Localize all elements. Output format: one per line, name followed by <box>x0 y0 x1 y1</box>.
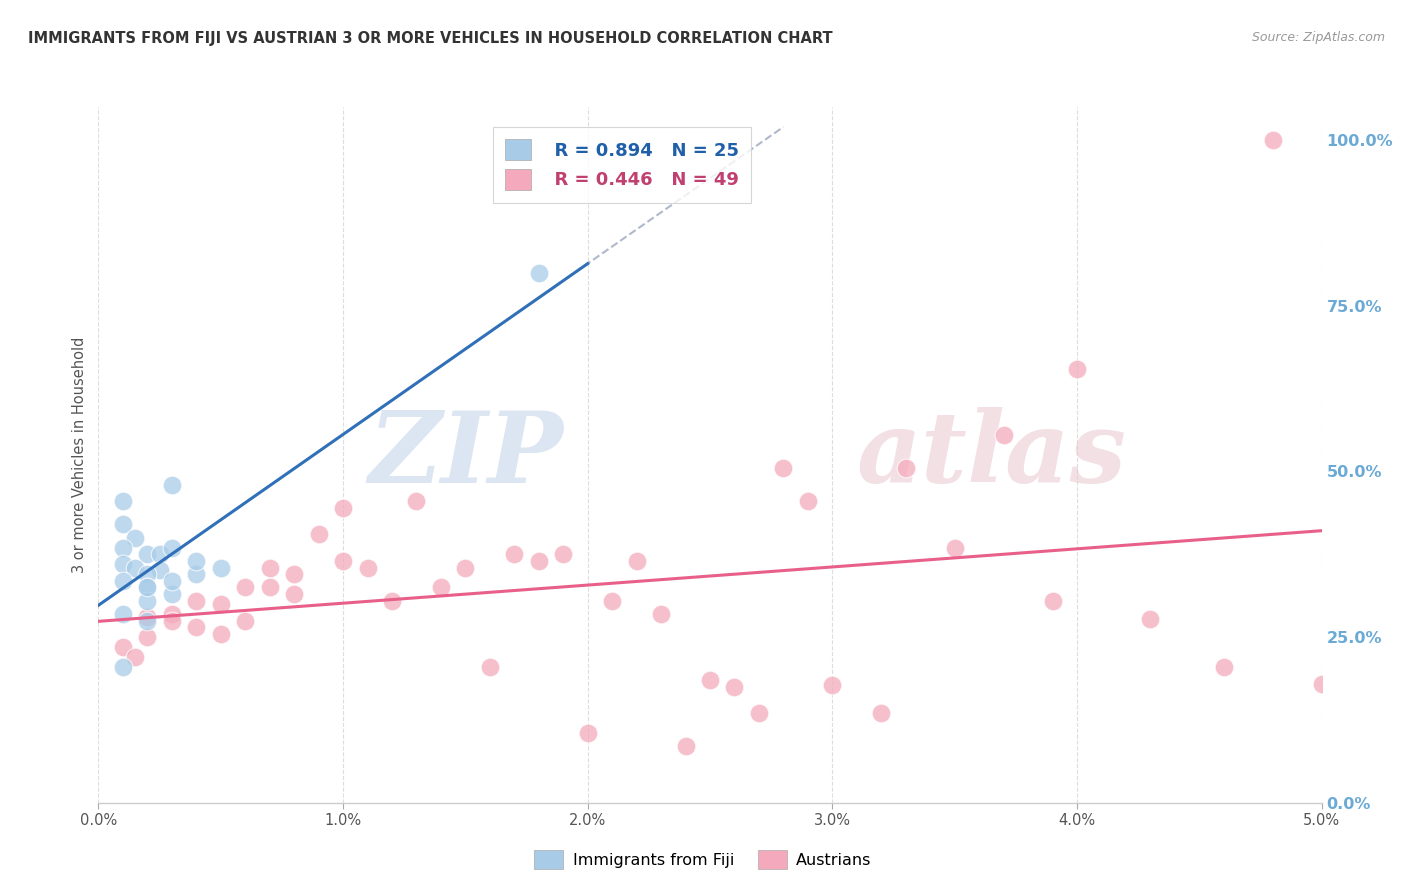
Point <box>209 597 232 611</box>
Point <box>576 726 599 740</box>
Point <box>381 593 404 607</box>
Point <box>186 554 208 568</box>
Point <box>308 527 330 541</box>
Point <box>160 607 183 621</box>
Point <box>111 541 134 555</box>
Point <box>136 547 159 561</box>
Point <box>111 607 134 621</box>
Point <box>136 567 159 582</box>
Text: atlas: atlas <box>856 407 1126 503</box>
Point <box>527 266 550 280</box>
Point <box>1066 361 1088 376</box>
Point <box>160 574 183 588</box>
Point <box>149 563 172 577</box>
Point <box>454 560 477 574</box>
Point <box>1042 593 1064 607</box>
Legend: Immigrants from Fiji, Austrians: Immigrants from Fiji, Austrians <box>527 844 879 875</box>
Point <box>160 477 183 491</box>
Point <box>797 494 820 508</box>
Point <box>259 581 281 595</box>
Point <box>675 739 697 754</box>
Point <box>478 660 501 674</box>
Point <box>1212 660 1234 674</box>
Point <box>650 607 672 621</box>
Point <box>160 614 183 628</box>
Point <box>332 500 354 515</box>
Point <box>124 650 146 665</box>
Point <box>772 461 794 475</box>
Point <box>993 428 1015 442</box>
Point <box>894 461 917 475</box>
Point <box>186 620 208 634</box>
Point <box>136 614 159 628</box>
Point <box>503 547 526 561</box>
Point <box>111 574 134 588</box>
Point <box>870 706 893 721</box>
Point <box>430 581 453 595</box>
Text: ZIP: ZIP <box>368 407 564 503</box>
Point <box>209 627 232 641</box>
Point <box>1310 676 1333 690</box>
Text: IMMIGRANTS FROM FIJI VS AUSTRIAN 3 OR MORE VEHICLES IN HOUSEHOLD CORRELATION CHA: IMMIGRANTS FROM FIJI VS AUSTRIAN 3 OR MO… <box>28 31 832 46</box>
Point <box>943 541 966 555</box>
Point <box>600 593 623 607</box>
Point <box>136 581 159 595</box>
Point <box>160 541 183 555</box>
Point <box>136 581 159 595</box>
Point <box>405 494 427 508</box>
Point <box>136 593 159 607</box>
Point <box>124 560 146 574</box>
Point <box>209 560 232 574</box>
Point <box>553 547 575 561</box>
Point <box>186 593 208 607</box>
Point <box>723 680 745 694</box>
Point <box>186 567 208 582</box>
Point <box>111 494 134 508</box>
Point <box>111 640 134 654</box>
Point <box>136 610 159 624</box>
Point <box>124 531 146 545</box>
Point <box>626 554 648 568</box>
Point <box>233 581 256 595</box>
Point <box>160 587 183 601</box>
Point <box>111 517 134 532</box>
Legend:   R = 0.894   N = 25,   R = 0.446   N = 49: R = 0.894 N = 25, R = 0.446 N = 49 <box>492 127 751 202</box>
Point <box>356 560 378 574</box>
Y-axis label: 3 or more Vehicles in Household: 3 or more Vehicles in Household <box>72 337 87 573</box>
Point <box>149 547 172 561</box>
Point <box>821 678 844 692</box>
Point <box>283 587 305 601</box>
Point <box>332 554 354 568</box>
Point <box>233 614 256 628</box>
Text: Source: ZipAtlas.com: Source: ZipAtlas.com <box>1251 31 1385 45</box>
Point <box>136 630 159 644</box>
Point <box>527 554 550 568</box>
Point <box>111 660 134 674</box>
Point <box>283 567 305 582</box>
Point <box>748 706 770 721</box>
Point <box>111 558 134 572</box>
Point <box>699 673 721 688</box>
Point <box>1139 611 1161 625</box>
Point <box>259 560 281 574</box>
Point <box>1261 133 1284 147</box>
